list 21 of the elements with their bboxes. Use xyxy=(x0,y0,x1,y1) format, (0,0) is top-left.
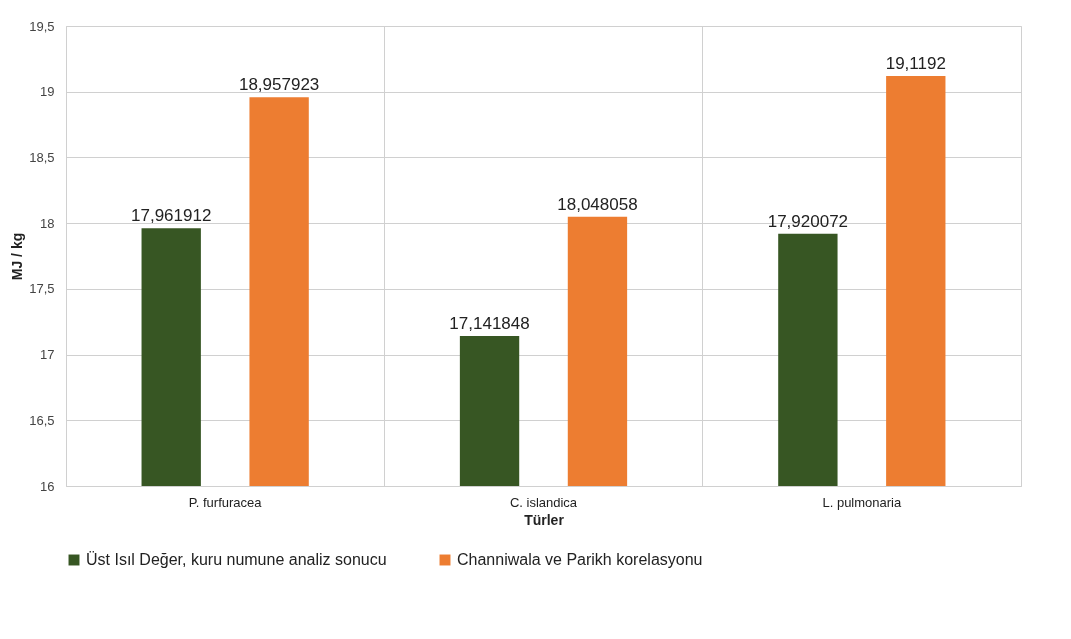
data-label: 17,961912 xyxy=(131,206,212,226)
y-axis-title: MJ / kg xyxy=(9,232,26,281)
x-tick-label: P. furfuracea xyxy=(188,494,263,510)
legend-label: Üst Isıl Değer, kuru numune analiz sonucu xyxy=(86,551,387,568)
data-label: 19,1192 xyxy=(885,54,946,74)
y-tick-label: 17 xyxy=(40,347,55,363)
data-label: 17,920072 xyxy=(767,211,849,231)
y-tick-label: 19 xyxy=(40,84,55,100)
y-tick-label: 18,5 xyxy=(29,149,55,165)
y-tick-label: 16 xyxy=(40,478,55,494)
x-tick-label: C. islandica xyxy=(509,494,578,510)
x-tick-label: L. pulmonaria xyxy=(822,494,902,510)
x-axis-title: Türler xyxy=(524,511,565,528)
data-label: 18,957923 xyxy=(238,75,320,95)
data-label: 17,141848 xyxy=(449,313,530,333)
legend-label: Channiwala ve Parikh korelasyonu xyxy=(457,551,703,568)
y-tick-label: 18 xyxy=(40,215,55,231)
y-tick-label: 17,5 xyxy=(29,281,55,297)
y-tick-label: 19,5 xyxy=(29,18,55,34)
y-tick-label: 16,5 xyxy=(29,412,55,428)
data-label: 18,048058 xyxy=(557,194,638,214)
